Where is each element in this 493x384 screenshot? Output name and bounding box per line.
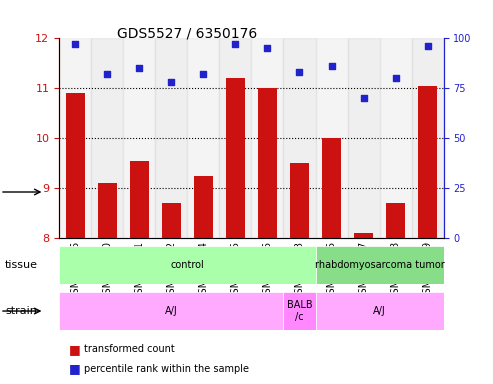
Bar <box>219 38 251 238</box>
FancyBboxPatch shape <box>316 246 444 284</box>
FancyBboxPatch shape <box>283 292 316 330</box>
Bar <box>322 138 341 238</box>
Point <box>423 43 432 50</box>
Bar <box>130 161 149 238</box>
Bar <box>354 233 373 238</box>
Point <box>167 79 176 85</box>
Point <box>103 71 111 78</box>
Bar <box>348 38 380 238</box>
Point <box>199 71 207 78</box>
FancyBboxPatch shape <box>59 292 283 330</box>
Bar <box>258 88 277 238</box>
Bar <box>251 38 283 238</box>
Bar <box>418 86 437 238</box>
Bar <box>380 38 412 238</box>
Point <box>231 41 239 48</box>
Bar <box>98 183 117 238</box>
Bar <box>187 38 219 238</box>
Bar <box>194 176 213 238</box>
Bar <box>123 38 155 238</box>
Bar <box>316 38 348 238</box>
Bar <box>290 163 309 238</box>
Text: transformed count: transformed count <box>84 344 175 354</box>
Bar <box>226 78 245 238</box>
Point <box>327 63 335 70</box>
Text: ■: ■ <box>69 343 81 356</box>
FancyBboxPatch shape <box>316 292 444 330</box>
Text: GDS5527 / 6350176: GDS5527 / 6350176 <box>117 27 257 41</box>
Point <box>71 41 79 48</box>
FancyBboxPatch shape <box>59 246 316 284</box>
Bar <box>162 203 181 238</box>
Bar <box>386 203 405 238</box>
Bar <box>155 38 187 238</box>
Text: tissue: tissue <box>5 260 38 270</box>
Bar <box>91 38 123 238</box>
Bar <box>59 38 91 238</box>
Text: A/J: A/J <box>165 306 177 316</box>
Text: rhabdomyosarcoma tumor: rhabdomyosarcoma tumor <box>315 260 445 270</box>
Text: strain: strain <box>5 306 37 316</box>
Text: percentile rank within the sample: percentile rank within the sample <box>84 364 249 374</box>
Text: control: control <box>171 260 204 270</box>
Text: A/J: A/J <box>373 306 386 316</box>
Point <box>295 69 303 75</box>
Bar <box>412 38 444 238</box>
Bar <box>283 38 316 238</box>
Point <box>359 95 367 101</box>
Bar <box>66 93 85 238</box>
Text: BALB
/c: BALB /c <box>287 300 312 322</box>
Point <box>263 45 271 51</box>
Text: ■: ■ <box>69 362 81 375</box>
Point <box>135 65 143 71</box>
Point <box>391 75 399 81</box>
